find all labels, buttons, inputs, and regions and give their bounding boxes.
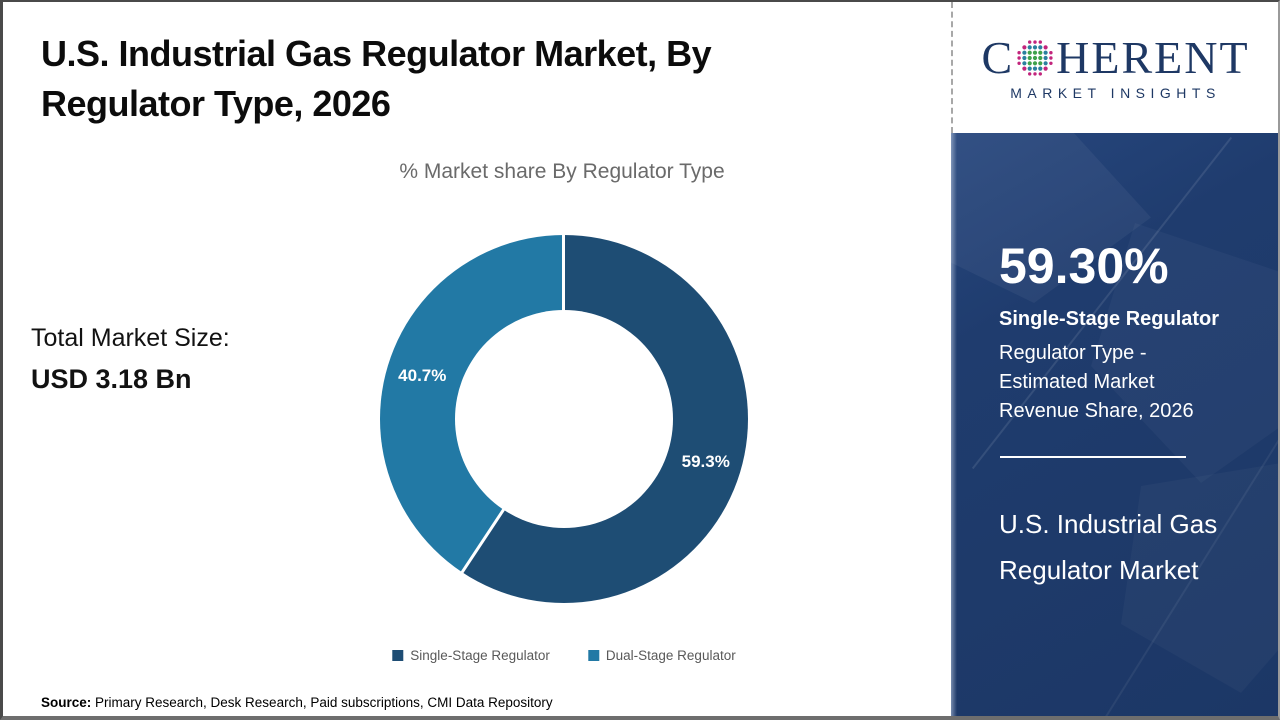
brand-wordmark: C HERENT (981, 31, 1250, 83)
legend-label: Dual-Stage Regulator (605, 648, 736, 663)
sidebar-stat-description: Regulator Type - Estimated Market Revenu… (999, 342, 1194, 422)
legend-item-single-stage: Single-Stage Regulator (392, 648, 550, 663)
page-title-line-1: U.S. Industrial Gas Regulator Market, By (41, 33, 712, 74)
slice-label-dual-stage: 40.7% (398, 366, 447, 386)
brand-word-herent: HERENT (1056, 31, 1250, 83)
brand-tagline: MARKET INSIGHTS (1010, 84, 1221, 101)
legend-marker-icon (587, 650, 599, 661)
sidebar-stat-title: Single-Stage Regulator (999, 308, 1220, 330)
source-label: Source: (41, 695, 92, 710)
sidebar-divider (1000, 456, 1186, 458)
source-note: Source: Primary Research, Desk Research,… (41, 695, 553, 710)
total-market-size-label: Total Market Size: (31, 324, 230, 352)
chart-legend: Single-Stage Regulator Dual-Stage Regula… (392, 648, 736, 663)
total-market-size-value: USD 3.18 Bn (31, 364, 192, 394)
donut-chart: 59.3% 40.7% (380, 235, 748, 603)
legend-marker-icon (392, 650, 404, 661)
total-market-size: Total Market Size: USD 3.18 Bn (31, 324, 230, 395)
source-text: Primary Research, Desk Research, Paid su… (91, 695, 553, 710)
donut-hole (455, 310, 673, 528)
sidebar-stat-value: 59.30% (999, 238, 1169, 294)
page-title: U.S. Industrial Gas Regulator Market, By… (41, 29, 801, 129)
brand-letter-c: C (981, 31, 1015, 83)
globe-icon (1017, 39, 1053, 76)
brand-logo: C HERENT MARKET INSIGHTS (951, 2, 1278, 133)
legend-item-dual-stage: Dual-Stage Regulator (587, 648, 736, 663)
page-title-line-2: Regulator Type, 2026 (41, 83, 391, 124)
slice-label-single-stage: 59.3% (681, 451, 730, 471)
legend-label: Single-Stage Regulator (410, 648, 550, 663)
right-sidebar: 59.30% Single-Stage Regulator Regulator … (951, 133, 1278, 716)
chart-title: % Market share By Regulator Type (399, 160, 725, 183)
sidebar-market-name: U.S. Industrial Gas Regulator Market (999, 509, 1218, 585)
